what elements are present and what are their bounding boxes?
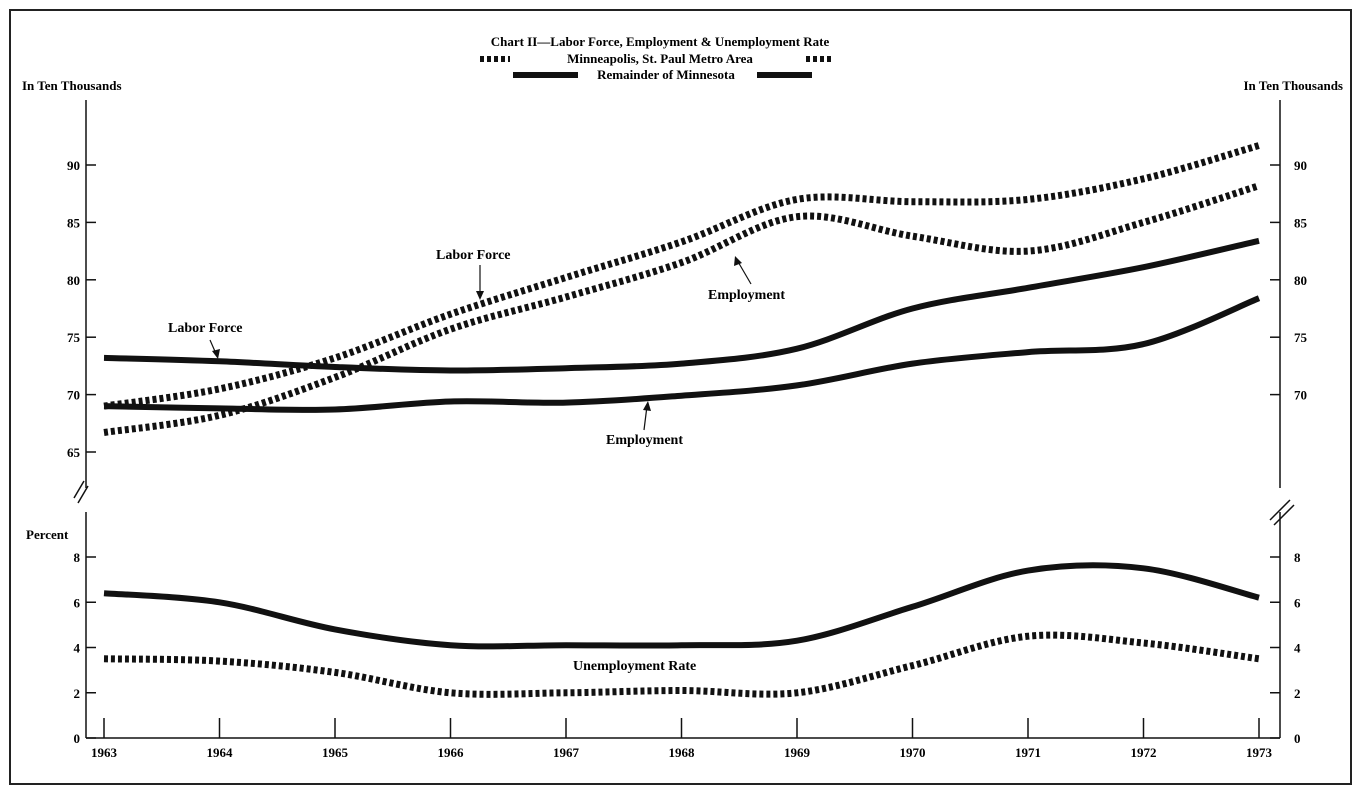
annotations: Labor Force Labor Force Employment Emplo… xyxy=(168,248,785,674)
pct-tick-label-right-6: 6 xyxy=(1294,595,1301,610)
pct-tick-label-right-8: 8 xyxy=(1294,550,1301,565)
y-tick-label-right-80: 80 xyxy=(1294,273,1307,288)
left-axis-break-1 xyxy=(73,480,85,499)
x-tick-label-1965: 1965 xyxy=(322,745,349,760)
x-tick-label-1968: 1968 xyxy=(669,745,696,760)
legend-remainder-label: Remainder of Minnesota xyxy=(597,67,735,82)
x-tick-label-1966: 1966 xyxy=(438,745,465,760)
y-tick-label-left-75: 75 xyxy=(67,330,81,345)
y-tick-label-right-75: 75 xyxy=(1294,330,1308,345)
annotation-remainder-employment-arrowhead xyxy=(643,401,651,411)
annotation-unemployment-rate: Unemployment Rate xyxy=(573,659,696,674)
chart-border xyxy=(9,9,1352,785)
y-tick-label-left-85: 85 xyxy=(67,215,81,230)
x-tick-label-1971: 1971 xyxy=(1015,745,1041,760)
x-tick-label-1964: 1964 xyxy=(207,745,234,760)
x-tick-label-1967: 1967 xyxy=(553,745,580,760)
percent-label: Percent xyxy=(26,527,69,542)
axes xyxy=(73,100,1295,739)
pct-tick-label-left-8: 8 xyxy=(74,550,81,565)
y-tick-label-right-90: 90 xyxy=(1294,158,1307,173)
x-tick-label-1969: 1969 xyxy=(784,745,811,760)
tick-marks-and-labels: 65 70 75 80 85 90 70 75 80 85 90 0 0 2 2 4 4 6 6 8 8 1963 1964… xyxy=(67,158,1308,760)
left-axis-break-2 xyxy=(77,485,89,504)
y-tick-label-left-90: 90 xyxy=(67,158,80,173)
annotation-remainder-labor-force-arrowhead xyxy=(212,349,220,359)
y-tick-label-right-85: 85 xyxy=(1294,215,1308,230)
series-line-remainder-employment xyxy=(103,295,1261,413)
chart-title: Chart II—Labor Force, Employment & Unemp… xyxy=(491,34,830,49)
x-tick-label-1963: 1963 xyxy=(91,745,118,760)
series-lines xyxy=(103,142,1261,698)
left-unit-label: In Ten Thousands xyxy=(22,78,122,93)
annotation-metro-employment: Employment xyxy=(708,288,785,303)
x-tick-label-1972: 1972 xyxy=(1131,745,1157,760)
annotation-metro-employment-arrowhead xyxy=(734,256,742,266)
series-line-metro-unemployment-rate xyxy=(103,631,1260,698)
right-axis-break-1 xyxy=(1269,499,1291,521)
annotation-metro-labor-force-arrowhead xyxy=(476,291,484,300)
right-axis-break-2 xyxy=(1273,504,1295,526)
annotation-remainder-labor-force: Labor Force xyxy=(168,321,243,336)
legend-metro-label: Minneapolis, St. Paul Metro Area xyxy=(567,51,753,66)
legend: Minneapolis, St. Paul Metro Area Remaind… xyxy=(480,51,834,82)
pct-tick-label-left-2: 2 xyxy=(74,686,81,701)
annotation-remainder-employment: Employment xyxy=(606,433,683,448)
x-tick-label-1973: 1973 xyxy=(1246,745,1273,760)
x-tick-label-1970: 1970 xyxy=(900,745,926,760)
pct-tick-label-left-0: 0 xyxy=(74,731,81,746)
pct-tick-label-right-0: 0 xyxy=(1294,731,1301,746)
y-tick-label-left-65: 65 xyxy=(67,445,81,460)
series-line-remainder-unemployment-rate xyxy=(103,562,1260,650)
pct-tick-label-left-4: 4 xyxy=(74,641,81,656)
y-tick-label-left-80: 80 xyxy=(67,273,80,288)
series-line-metro-employment xyxy=(103,182,1261,436)
pct-tick-label-right-4: 4 xyxy=(1294,641,1301,656)
pct-tick-label-right-2: 2 xyxy=(1294,686,1301,701)
series-line-remainder-labor-force xyxy=(103,237,1260,374)
y-tick-label-left-70: 70 xyxy=(67,388,80,403)
y-tick-label-right-70: 70 xyxy=(1294,388,1307,403)
pct-tick-label-left-6: 6 xyxy=(74,595,81,610)
annotation-metro-labor-force: Labor Force xyxy=(436,248,511,263)
right-unit-label: In Ten Thousands xyxy=(1243,78,1343,93)
